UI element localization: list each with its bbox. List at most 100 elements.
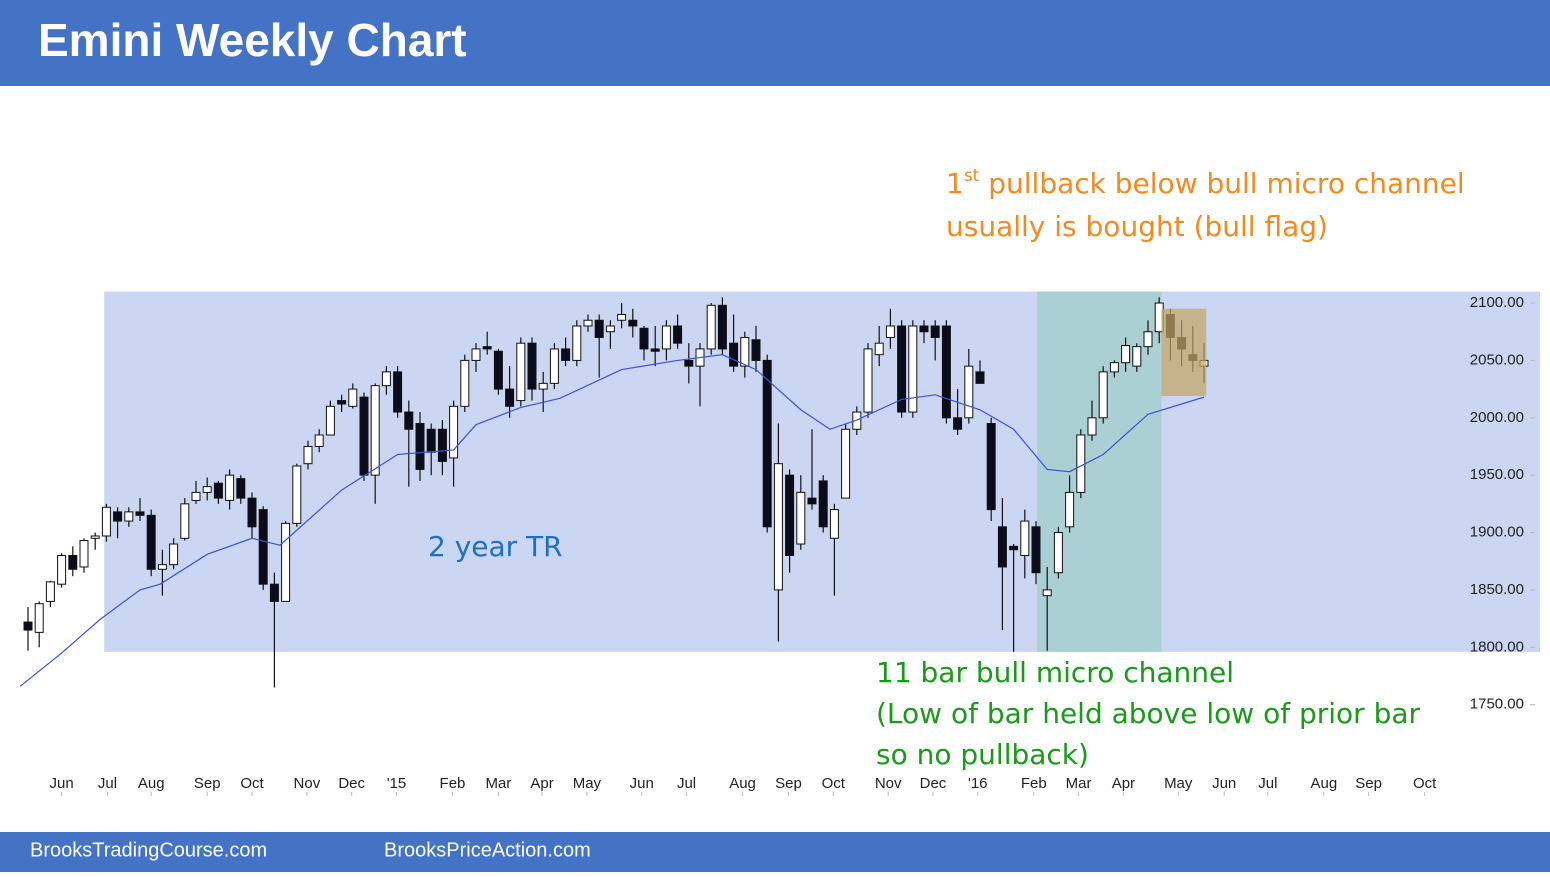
header-bar	[0, 0, 1550, 86]
candle-body	[213, 482, 223, 499]
x-tick-label: Jul	[1258, 775, 1277, 792]
candle-body	[1065, 491, 1075, 528]
candle-body	[325, 405, 335, 436]
candle-body	[482, 346, 492, 350]
x-tick-label: Jul	[98, 775, 117, 792]
candle-body	[628, 319, 638, 327]
candle-body	[247, 497, 257, 528]
candle-body	[583, 319, 593, 327]
candle-body	[650, 348, 660, 352]
x-tick-label: May	[573, 775, 602, 792]
candle-body	[415, 423, 425, 470]
candle-body	[1031, 526, 1041, 574]
candle-body	[404, 411, 414, 430]
candle-body	[146, 514, 156, 570]
annotation-text: 11 bar bull micro channel	[876, 656, 1234, 689]
candle-body	[874, 342, 884, 356]
candle-body	[673, 325, 683, 344]
x-tick-label: Sep	[194, 775, 221, 792]
candle-body	[729, 342, 739, 367]
annotation-text: pullback below bull micro channel	[979, 167, 1464, 200]
candle-body	[348, 388, 358, 407]
annotation: so no pullback)	[876, 738, 1089, 771]
x-tick-label: '15	[387, 775, 407, 792]
y-tick-label: 1800.00	[1470, 638, 1524, 655]
candle-body	[908, 325, 918, 413]
candle-body	[202, 486, 212, 493]
candle-body	[617, 314, 627, 321]
candle-body	[505, 388, 515, 407]
candle-body	[1098, 371, 1108, 419]
x-tick-label: Oct	[1413, 775, 1437, 792]
y-tick-label: 2050.00	[1470, 351, 1524, 368]
candle-body	[1053, 532, 1063, 574]
footer-text: BrooksTradingCourse.com	[30, 839, 267, 861]
candle-body	[829, 509, 839, 539]
x-tick-label: Aug	[138, 775, 165, 792]
candle-body	[45, 581, 55, 602]
candle-body	[393, 371, 403, 413]
candle-body	[684, 359, 694, 367]
candle-body	[258, 509, 268, 585]
candle-body	[885, 325, 895, 338]
candle-body	[863, 348, 873, 413]
x-tick-label: Dec	[338, 775, 365, 792]
candle-body	[549, 348, 559, 384]
y-tick-label: 1750.00	[1470, 696, 1524, 713]
y-tick-label: 1950.00	[1470, 466, 1524, 483]
x-tick-label: Sep	[1355, 775, 1382, 792]
chart-title: Emini Weekly Chart	[38, 14, 467, 66]
candle-body	[314, 434, 324, 447]
x-tick-label: Sep	[775, 775, 802, 792]
candle-body	[34, 603, 44, 633]
y-tick-label: 2100.00	[1470, 294, 1524, 311]
candle-body	[841, 428, 851, 499]
candle-body	[1009, 545, 1019, 551]
candle-body	[157, 564, 167, 570]
candle-body	[605, 325, 615, 333]
footer-text: BrooksPriceAction.com	[384, 839, 591, 861]
candle-body	[303, 445, 313, 465]
candle-body	[1087, 417, 1097, 436]
footer-bar	[0, 832, 1550, 872]
annotation-text: (Low of bar held above low of prior bar	[876, 697, 1421, 730]
y-tick-label: 1900.00	[1470, 524, 1524, 541]
annotation-text: so no pullback)	[876, 738, 1089, 771]
candle-body	[426, 428, 436, 453]
candle-body	[751, 339, 761, 361]
overlay	[1161, 308, 1207, 396]
candle-body	[986, 423, 996, 511]
y-tick-label: 2000.00	[1470, 409, 1524, 426]
zones	[104, 291, 1540, 652]
x-tick-label: May	[1164, 775, 1193, 792]
x-tick-label: Nov	[875, 775, 902, 792]
x-tick-label: Feb	[1021, 775, 1047, 792]
annotation: 11 bar bull micro channel	[876, 656, 1234, 689]
candle-body	[370, 385, 380, 476]
candle-body	[997, 526, 1007, 568]
x-tick-label: Oct	[822, 775, 846, 792]
candle-body	[236, 478, 246, 499]
candle-body	[527, 342, 537, 390]
x-tick-label: Oct	[240, 775, 264, 792]
x-tick-label: Aug	[1310, 775, 1337, 792]
candle-body	[1076, 434, 1086, 493]
candle-body	[572, 325, 582, 361]
annotation-text: 1	[946, 167, 964, 200]
candle-body	[1143, 331, 1153, 348]
x-tick-label: Jun	[1212, 775, 1236, 792]
candle-body	[90, 535, 100, 539]
candle-body	[516, 342, 526, 402]
candle-body	[191, 491, 201, 501]
x-tick-label: Dec	[920, 775, 947, 792]
candle-body	[785, 474, 795, 556]
candle-body	[225, 474, 235, 501]
x-tick-label: Feb	[440, 775, 466, 792]
candle-body	[538, 382, 548, 390]
annotation: (Low of bar held above low of prior bar	[876, 697, 1421, 730]
candle-body	[292, 465, 302, 524]
candle-body	[1109, 362, 1119, 373]
y-tick-label: 1850.00	[1470, 581, 1524, 598]
candle-body	[975, 371, 985, 384]
